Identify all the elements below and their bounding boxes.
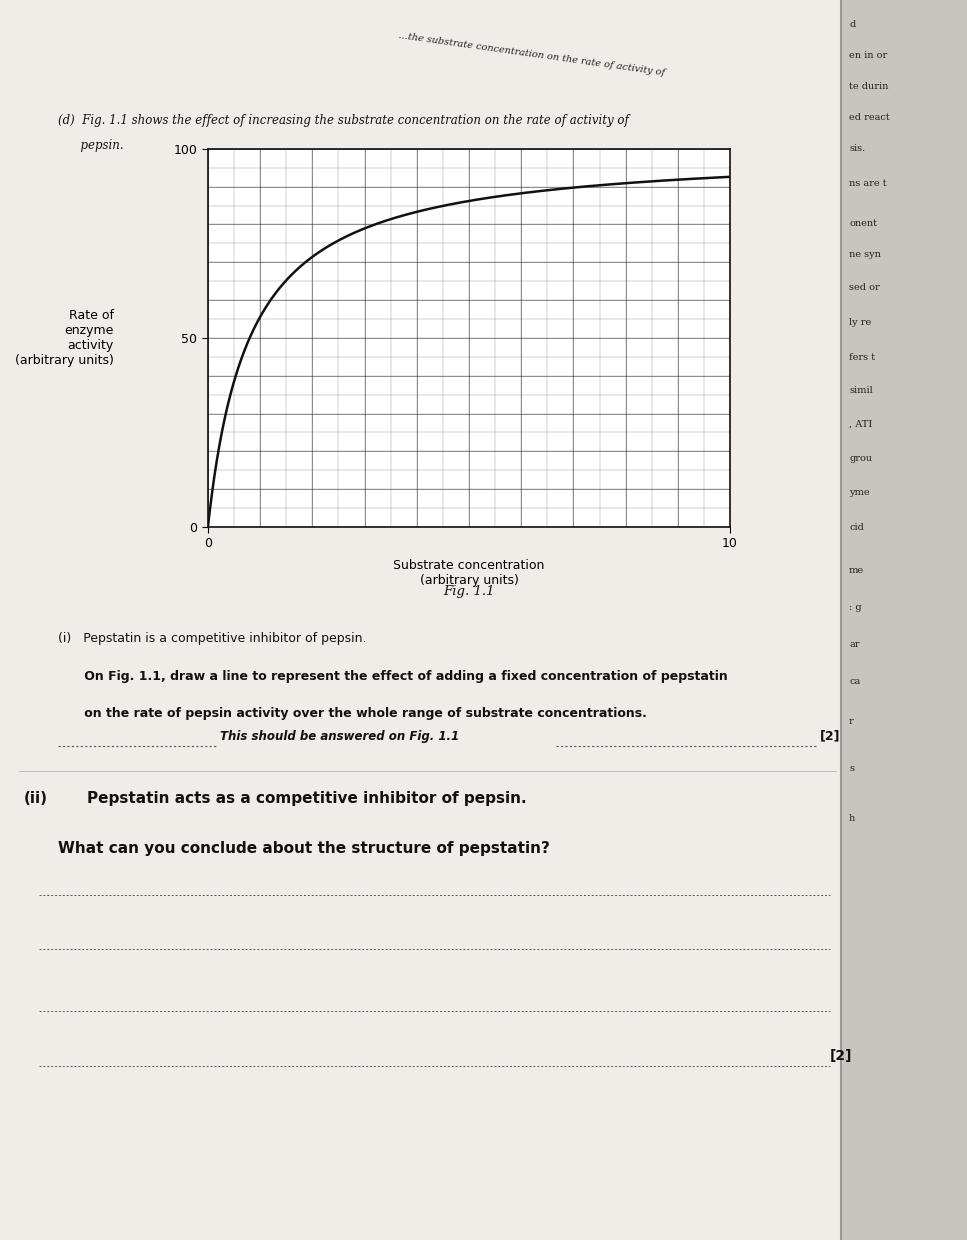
Text: ca: ca (849, 677, 861, 687)
Text: yme: yme (849, 487, 869, 497)
Text: r: r (849, 717, 854, 727)
Text: sis.: sis. (849, 144, 865, 154)
Text: [2]: [2] (820, 730, 840, 743)
Text: This should be answered on Fig. 1.1: This should be answered on Fig. 1.1 (220, 730, 459, 743)
Text: on the rate of pepsin activity over the whole range of substrate concentrations.: on the rate of pepsin activity over the … (58, 707, 647, 719)
Text: ...the substrate concentration on the rate of activity of: ...the substrate concentration on the ra… (398, 31, 665, 77)
Text: fers t: fers t (849, 352, 875, 362)
Text: (i)   Pepstatin is a competitive inhibitor of pepsin.: (i) Pepstatin is a competitive inhibitor… (58, 632, 366, 645)
Text: onent: onent (849, 218, 877, 228)
Text: ed react: ed react (849, 113, 890, 123)
Text: What can you conclude about the structure of pepstatin?: What can you conclude about the structur… (58, 841, 550, 856)
Text: ar: ar (849, 640, 860, 650)
Y-axis label: Rate of
enzyme
activity
(arbitrary units): Rate of enzyme activity (arbitrary units… (15, 309, 114, 367)
Text: : g: : g (849, 603, 862, 613)
Text: ly re: ly re (849, 317, 871, 327)
Text: [2]: [2] (830, 1049, 852, 1063)
Text: en in or: en in or (849, 51, 888, 61)
Text: simil: simil (849, 386, 873, 396)
Text: me: me (849, 565, 864, 575)
Text: s: s (849, 764, 854, 774)
Text: cid: cid (849, 522, 864, 532)
X-axis label: Substrate concentration
(arbitrary units): Substrate concentration (arbitrary units… (394, 559, 544, 587)
Text: On Fig. 1.1, draw a line to represent the effect of adding a fixed concentration: On Fig. 1.1, draw a line to represent th… (58, 670, 728, 682)
Text: d: d (849, 20, 855, 30)
Text: (d)  Fig. 1.1 shows the effect of increasing the substrate concentration on the : (d) Fig. 1.1 shows the effect of increas… (58, 114, 629, 126)
Bar (841, 0, 967, 1240)
Text: te durin: te durin (849, 82, 889, 92)
Text: h: h (849, 813, 855, 823)
Text: sed or: sed or (849, 283, 880, 293)
Text: grou: grou (849, 454, 872, 464)
Bar (0, 0, 841, 1240)
Text: ne syn: ne syn (849, 249, 881, 259)
Text: , ATI: , ATI (849, 419, 872, 429)
Text: (ii): (ii) (24, 791, 48, 806)
Text: Pepstatin acts as a competitive inhibitor of pepsin.: Pepstatin acts as a competitive inhibito… (87, 791, 527, 806)
Text: ns are t: ns are t (849, 179, 887, 188)
Text: pepsin.: pepsin. (58, 139, 124, 151)
Text: Fig. 1.1: Fig. 1.1 (443, 585, 495, 598)
